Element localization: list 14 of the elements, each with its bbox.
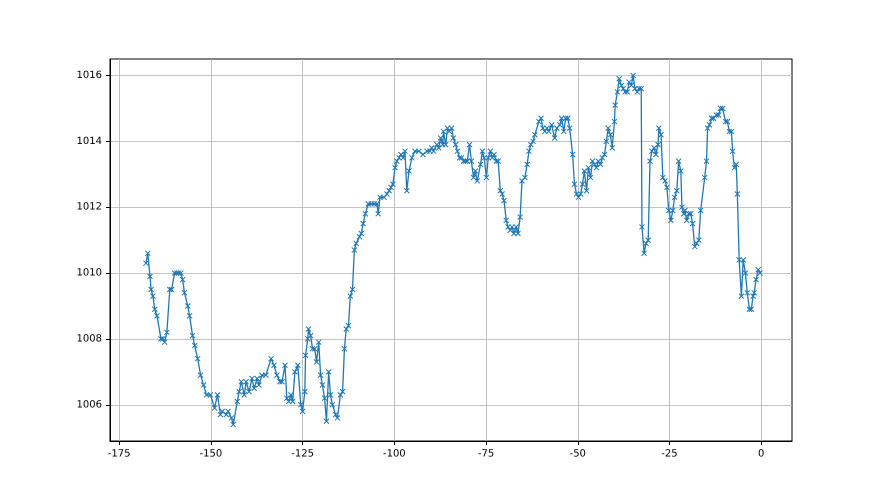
x-tick-label: -100 (382, 448, 406, 460)
y-tick-label: 1006 (76, 399, 102, 410)
y-tick-label: 1008 (76, 333, 102, 344)
x-tick-label: 0 (758, 448, 764, 460)
x-tick-label: -150 (200, 448, 222, 460)
y-tick-label: 1010 (76, 268, 102, 279)
x-tick-label: -75 (478, 448, 494, 460)
x-tick-label: -25 (661, 448, 678, 460)
y-tick-label: 1012 (76, 202, 102, 213)
x-tick-label: -175 (108, 448, 131, 460)
y-tick-label: 1014 (76, 136, 102, 147)
y-tick-label: 1016 (76, 70, 102, 81)
x-tick-label: -50 (570, 448, 586, 460)
x-tick-label: -125 (291, 448, 314, 460)
